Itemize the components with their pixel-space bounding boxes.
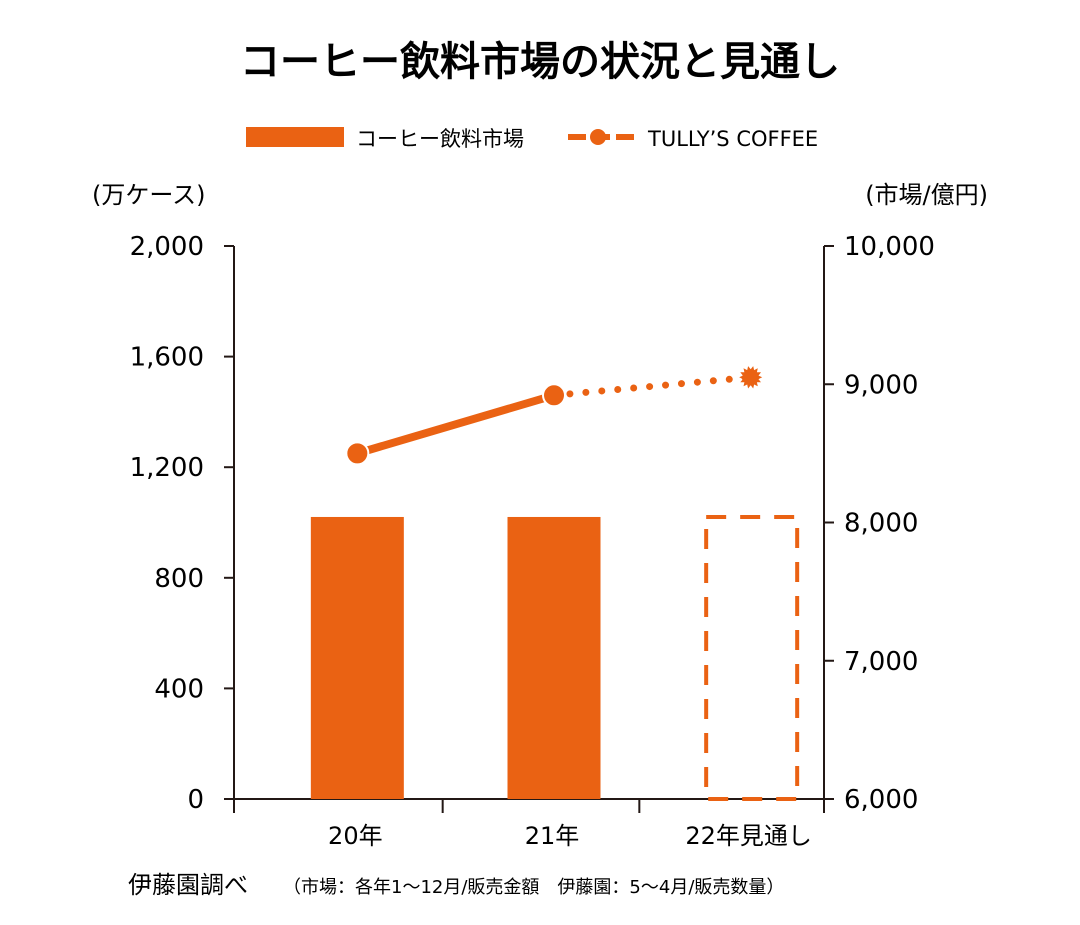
line-marker: [345, 441, 370, 466]
right-tick-label: 6,000: [844, 785, 918, 815]
legend-line-marker: [590, 129, 606, 145]
left-tick-label: 800: [154, 564, 204, 594]
line-segment-projected: [550, 373, 755, 399]
bar: [310, 516, 404, 799]
x-tick-label: 20年: [328, 822, 383, 850]
legend-bar-swatch: [246, 127, 344, 147]
left-tick-label: 0: [187, 785, 204, 815]
line-segment: [353, 391, 558, 458]
legend: コーヒー飲料市場 TULLY’S COFFEE: [246, 127, 818, 151]
right-axis-label: (市場/億円): [865, 181, 988, 209]
right-tick-label: 9,000: [844, 370, 918, 400]
right-tick-label: 7,000: [844, 647, 918, 677]
x-tick-label: 22年見通し: [685, 822, 812, 850]
bar-projected: [704, 514, 800, 801]
left-axis-label: (万ケース): [92, 181, 206, 209]
right-tick-label: 8,000: [844, 509, 918, 539]
x-tick-label: 21年: [525, 822, 580, 850]
chart-title: コーヒー飲料市場の状況と見通し: [240, 39, 840, 85]
source-note: （市場：各年1〜12月/販売金額 伊藤園：5〜4月/販売数量）: [283, 877, 784, 898]
legend-bar-label: コーヒー飲料市場: [356, 127, 524, 151]
left-tick-label: 1,200: [130, 453, 204, 483]
bar: [507, 516, 601, 799]
left-tick-label: 400: [154, 674, 204, 704]
line-marker-projected: [739, 366, 763, 389]
left-tick-label: 2,000: [130, 232, 204, 262]
source-lead: 伊藤園調べ: [128, 871, 248, 899]
left-tick-label: 1,600: [130, 343, 204, 373]
right-tick-label: 10,000: [844, 232, 935, 262]
line-marker: [542, 383, 566, 408]
legend-line-label: TULLY’S COFFEE: [647, 127, 818, 151]
